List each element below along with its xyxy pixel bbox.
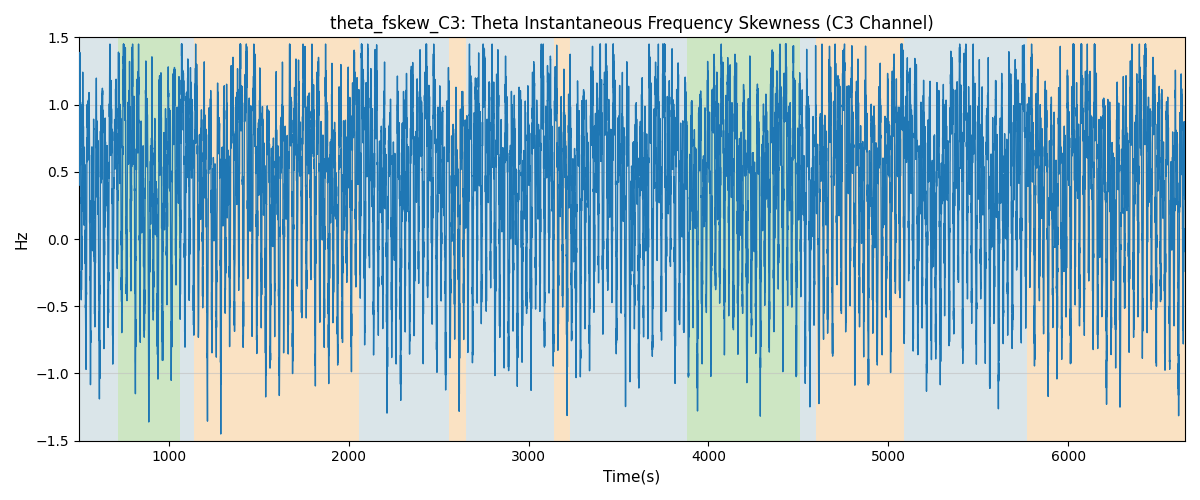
Bar [686, 38, 800, 440]
Bar [450, 38, 466, 440]
Bar [79, 38, 119, 440]
Bar [816, 38, 905, 440]
Y-axis label: Hz: Hz [14, 230, 30, 249]
Bar [570, 38, 686, 440]
Bar [1050, 38, 1184, 440]
Bar [119, 38, 180, 440]
Bar [1027, 38, 1050, 440]
Bar [553, 38, 570, 440]
X-axis label: Time(s): Time(s) [604, 470, 660, 485]
Bar [800, 38, 816, 440]
Bar [180, 38, 194, 440]
Bar [466, 38, 553, 440]
Bar [905, 38, 1027, 440]
Title: theta_fskew_C3: Theta Instantaneous Frequency Skewness (C3 Channel): theta_fskew_C3: Theta Instantaneous Freq… [330, 15, 934, 34]
Bar [194, 38, 360, 440]
Bar [360, 38, 450, 440]
